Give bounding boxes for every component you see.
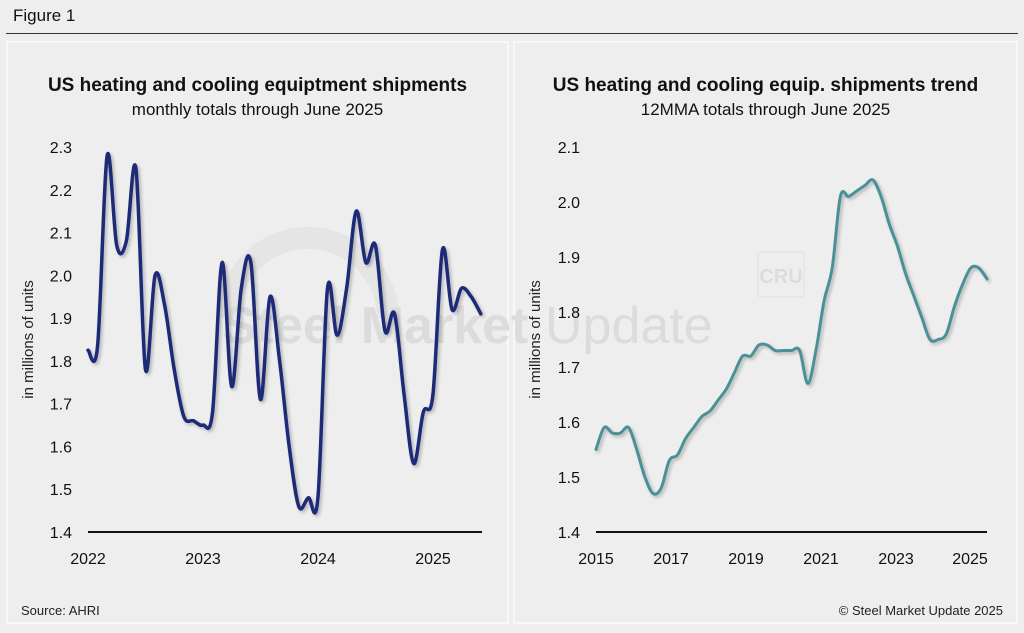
source-note: Source: AHRI [21, 603, 100, 618]
copyright-note: © Steel Market Update 2025 [838, 603, 1003, 618]
left-chart-subtitle: monthly totals through June 2025 [131, 100, 384, 119]
left-chart-panel: US heating and cooling equiptment shipme… [6, 41, 509, 624]
right-chart-title: US heating and cooling equip. shipments … [552, 75, 979, 96]
figure-title: Figure 1 [13, 6, 76, 25]
right-chart-subtitle: 12MMA totals through June 2025 [640, 100, 891, 119]
left-chart-title: US heating and cooling equiptment shipme… [47, 75, 468, 96]
figure-title-divider [6, 33, 1018, 34]
right-chart-panel: US heating and cooling equip. shipments … [513, 41, 1018, 624]
